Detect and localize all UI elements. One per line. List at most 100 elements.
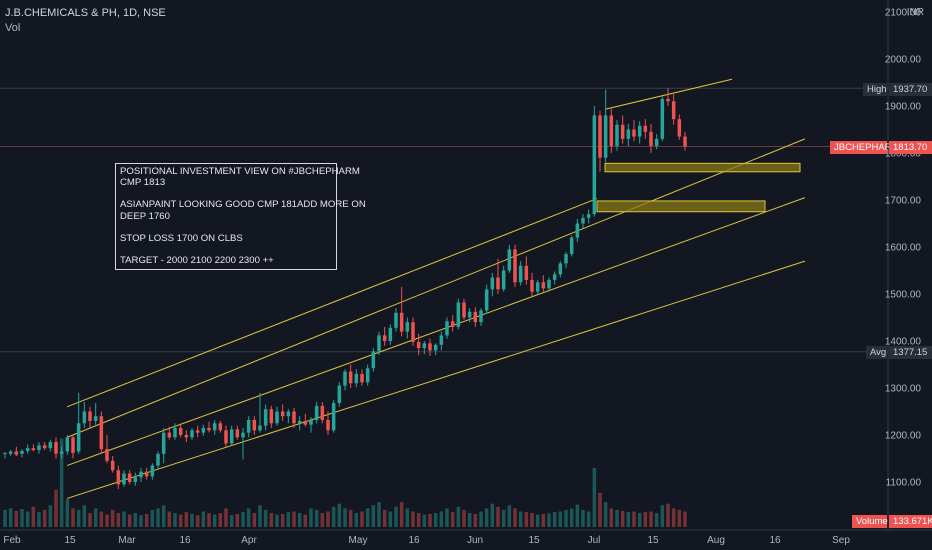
candle-body: [354, 373, 359, 384]
candle: [269, 405, 274, 428]
price-axis-tick: 1200.00: [885, 431, 922, 442]
volume-bar: [65, 499, 70, 527]
candle: [93, 403, 98, 425]
candle-body: [54, 442, 58, 454]
candle: [20, 449, 24, 458]
volume-bar: [603, 502, 608, 527]
candle-body: [275, 411, 279, 424]
candle-body: [671, 101, 676, 120]
volume-bar: [161, 505, 166, 527]
last-price-value-tag: 1813.70: [889, 141, 932, 154]
candle-body: [439, 335, 444, 345]
volume-bar: [490, 503, 495, 527]
candle-body: [25, 448, 30, 451]
volume-bar: [309, 508, 313, 527]
candle: [286, 409, 291, 424]
time-axis-tick: Feb: [3, 535, 21, 546]
volume-bar: [371, 505, 376, 527]
candle-body: [122, 473, 126, 485]
candle: [14, 446, 19, 457]
candle: [569, 235, 574, 257]
candle-body: [65, 437, 70, 452]
candle-body: [683, 136, 687, 147]
candle-body: [456, 302, 461, 327]
candle: [122, 470, 126, 487]
volume-bar: [388, 511, 393, 527]
candle: [535, 279, 540, 294]
volume-bar: [93, 508, 98, 527]
candle-body: [564, 254, 568, 264]
volume-bar: [552, 512, 557, 527]
volume-bar: [462, 509, 466, 527]
candle: [3, 452, 7, 459]
upper-channel-line: [66, 138, 806, 438]
volume-bar: [399, 502, 404, 527]
candle-body: [133, 477, 138, 482]
candle: [252, 416, 257, 435]
volume-bar: [343, 508, 347, 527]
candle: [354, 369, 359, 388]
candle-body: [258, 425, 262, 431]
note-line-4: DEEP 1760: [120, 210, 170, 222]
candle: [496, 258, 500, 294]
candle-body: [603, 115, 608, 158]
candle: [224, 425, 228, 447]
high-value-tag: 1937.70: [889, 83, 932, 96]
candle-body: [360, 373, 364, 383]
volume-bar: [592, 468, 597, 527]
candle: [133, 472, 138, 486]
candle-body: [224, 430, 228, 444]
volume-bar: [377, 502, 381, 527]
candle-body: [405, 322, 410, 332]
price-axis-tick: 1800.00: [885, 149, 922, 160]
candle: [8, 450, 13, 457]
candle-body: [235, 429, 240, 438]
candle-body: [144, 471, 149, 477]
middle-channel-line: [66, 197, 806, 467]
price-axis-tick: 1400.00: [885, 337, 922, 348]
volume-bar: [331, 506, 336, 527]
candle: [195, 425, 200, 438]
volume-bar: [110, 509, 115, 527]
volume-bar: [241, 512, 245, 527]
candle: [501, 265, 506, 292]
candle: [292, 407, 296, 428]
candle-body: [677, 119, 682, 137]
candle: [439, 331, 444, 351]
volume-bar: [484, 508, 489, 527]
candle: [280, 404, 285, 421]
candle-body: [558, 263, 563, 275]
volume-bar: [184, 512, 189, 527]
volume-bar: [224, 508, 228, 527]
candle-body: [139, 471, 143, 478]
candle: [235, 425, 240, 440]
volume-bar: [637, 513, 642, 527]
chart-symbol-title: J.B.CHEMICALS & PH, 1D, NSE: [5, 7, 166, 19]
candle-body: [303, 420, 308, 425]
candle: [25, 444, 30, 454]
candle-body: [156, 453, 160, 466]
volume-bar: [156, 508, 160, 527]
candle-body: [445, 321, 449, 336]
candle-body: [82, 411, 87, 424]
candle-body: [552, 274, 557, 280]
volume-bar: [3, 509, 7, 527]
volume-bar: [422, 514, 427, 527]
volume-bar: [405, 508, 410, 527]
candle: [309, 417, 313, 433]
volume-bar: [48, 505, 53, 527]
volume-bar: [212, 514, 217, 527]
candle-body: [93, 416, 98, 421]
candle: [99, 411, 104, 454]
volume-bar: [575, 504, 580, 527]
avg-label-tag: Avg: [866, 346, 887, 359]
volume-bar: [677, 509, 682, 527]
note-line-2: CMP 1813: [120, 177, 166, 189]
candle-body: [598, 115, 602, 158]
volume-label-tag: Volume: [852, 515, 888, 528]
candle-body: [190, 430, 194, 438]
candle: [552, 271, 557, 285]
volume-bar: [229, 515, 234, 527]
